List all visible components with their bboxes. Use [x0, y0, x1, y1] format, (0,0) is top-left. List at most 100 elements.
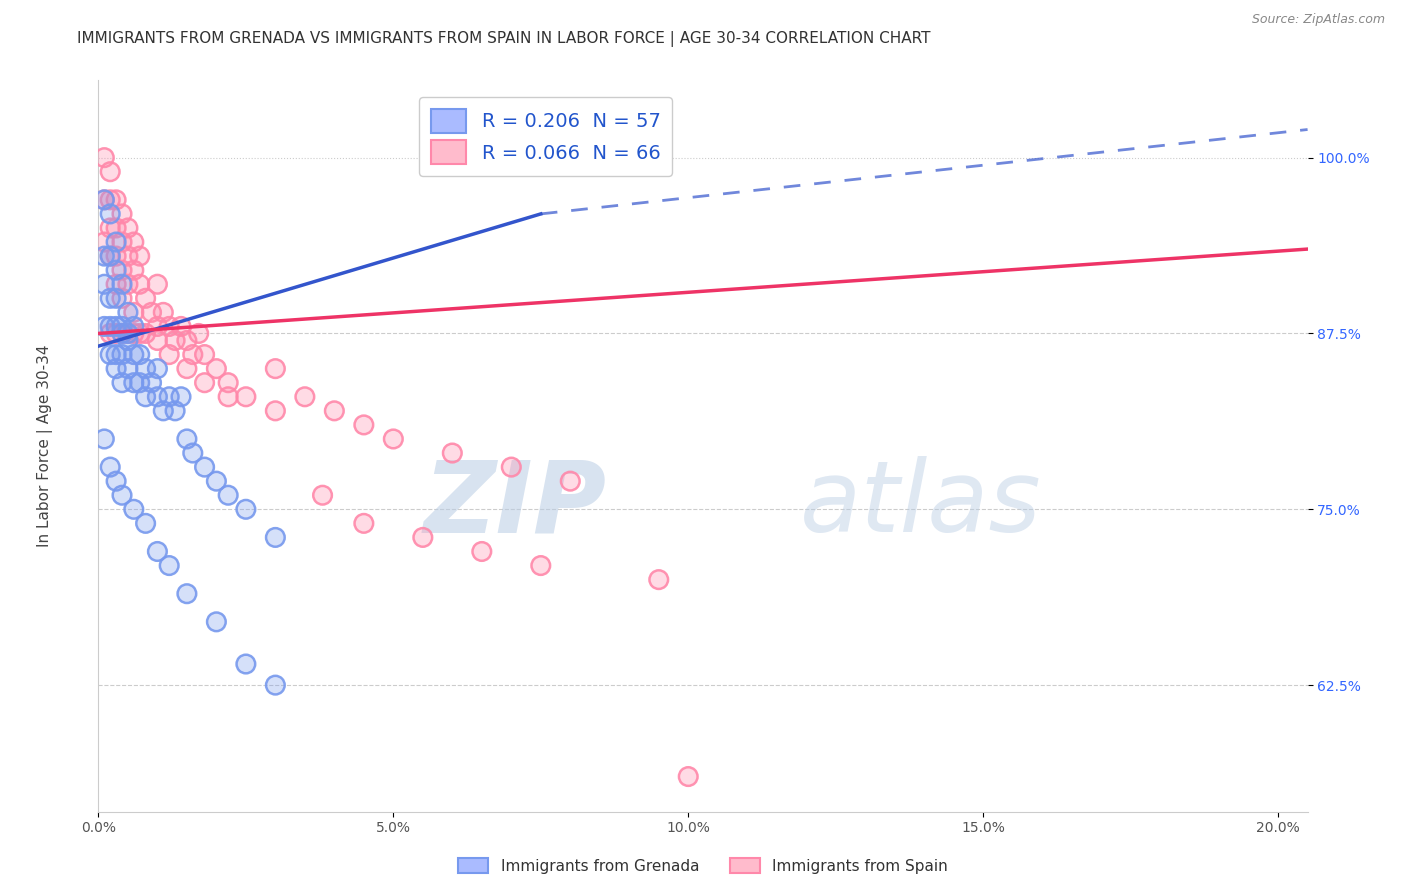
Point	[117, 305, 139, 319]
Point	[93, 235, 115, 249]
Point	[135, 326, 157, 341]
Point	[181, 347, 204, 362]
Point	[105, 474, 128, 488]
Point	[530, 558, 553, 573]
Point	[111, 235, 134, 249]
Point	[93, 249, 115, 263]
Point	[98, 347, 121, 362]
Point	[146, 277, 169, 292]
Point	[165, 404, 187, 418]
Point	[181, 446, 204, 460]
Point	[678, 770, 700, 784]
Point	[98, 249, 121, 263]
Point	[111, 263, 134, 277]
Point	[176, 334, 198, 348]
Point	[441, 446, 464, 460]
Point	[135, 361, 157, 376]
Point	[122, 263, 145, 277]
Point	[187, 326, 209, 341]
Point	[122, 263, 145, 277]
Point	[353, 417, 375, 432]
Point	[93, 249, 115, 263]
Point	[122, 235, 145, 249]
Point	[294, 390, 316, 404]
Point	[93, 277, 115, 292]
Point	[98, 164, 121, 178]
Point	[111, 326, 134, 341]
Point	[264, 404, 287, 418]
Point	[323, 404, 346, 418]
Point	[501, 460, 523, 475]
Point	[122, 347, 145, 362]
Point	[353, 417, 375, 432]
Point	[128, 326, 150, 341]
Point	[105, 474, 128, 488]
Point	[235, 657, 257, 671]
Point	[105, 319, 128, 334]
Point	[194, 376, 217, 390]
Point	[353, 516, 375, 531]
Point	[176, 361, 198, 376]
Point	[122, 502, 145, 516]
Point	[264, 361, 287, 376]
Point	[117, 249, 139, 263]
Point	[111, 235, 134, 249]
Point	[128, 277, 150, 292]
Point	[117, 221, 139, 235]
Point	[128, 249, 150, 263]
Point	[111, 326, 134, 341]
Point	[205, 474, 228, 488]
Point	[98, 221, 121, 235]
Point	[105, 263, 128, 277]
Point	[382, 432, 405, 446]
Point	[122, 305, 145, 319]
Point	[98, 207, 121, 221]
Point	[187, 326, 209, 341]
Text: ZIP: ZIP	[423, 456, 606, 553]
Point	[128, 376, 150, 390]
Point	[122, 376, 145, 390]
Point	[165, 334, 187, 348]
Point	[235, 390, 257, 404]
Point	[128, 376, 150, 390]
Point	[105, 221, 128, 235]
Point	[93, 193, 115, 207]
Point	[105, 319, 128, 334]
Point	[146, 319, 169, 334]
Point	[560, 474, 582, 488]
Point	[501, 460, 523, 475]
Point	[176, 587, 198, 601]
Point	[217, 488, 239, 502]
Point	[105, 249, 128, 263]
Point	[122, 319, 145, 334]
Point	[111, 326, 134, 341]
Point	[146, 544, 169, 558]
Point	[98, 291, 121, 305]
Point	[152, 404, 174, 418]
Point	[471, 544, 494, 558]
Point	[93, 193, 115, 207]
Point	[441, 446, 464, 460]
Point	[93, 193, 115, 207]
Point	[194, 347, 217, 362]
Point	[141, 376, 163, 390]
Point	[157, 319, 180, 334]
Point	[122, 502, 145, 516]
Point	[165, 334, 187, 348]
Point	[117, 326, 139, 341]
Point	[122, 319, 145, 334]
Point	[105, 326, 128, 341]
Point	[176, 361, 198, 376]
Point	[122, 326, 145, 341]
Point	[105, 347, 128, 362]
Point	[176, 587, 198, 601]
Point	[170, 390, 193, 404]
Point	[152, 305, 174, 319]
Point	[111, 488, 134, 502]
Point	[122, 305, 145, 319]
Point	[157, 347, 180, 362]
Point	[135, 291, 157, 305]
Point	[111, 319, 134, 334]
Point	[157, 558, 180, 573]
Point	[117, 361, 139, 376]
